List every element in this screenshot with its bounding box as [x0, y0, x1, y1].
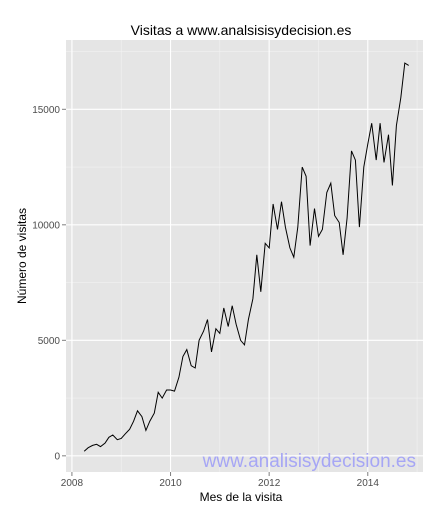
axes: 2008 2010 2012 2014 0 5000 10000 15000: [32, 105, 379, 489]
x-axis-label: Mes de la visita: [200, 490, 283, 504]
x-tick-label: 2012: [258, 478, 281, 489]
grid: [66, 40, 423, 472]
y-tick-label: 10000: [32, 220, 60, 231]
x-tick-label: 2008: [61, 478, 84, 489]
y-axis-label: Número de visitas: [15, 208, 29, 304]
watermark-text: www.analisisydecision.es: [202, 451, 416, 472]
y-tick-label: 15000: [32, 105, 60, 116]
series-line: [83, 62, 409, 452]
x-tick-label: 2014: [357, 478, 380, 489]
y-tick-label: 0: [54, 451, 60, 462]
chart-title: Visitas a www.analsisisydecision.es: [131, 22, 352, 38]
plot-background: [66, 40, 423, 472]
x-tick-label: 2010: [159, 478, 182, 489]
y-tick-label: 5000: [38, 336, 61, 347]
